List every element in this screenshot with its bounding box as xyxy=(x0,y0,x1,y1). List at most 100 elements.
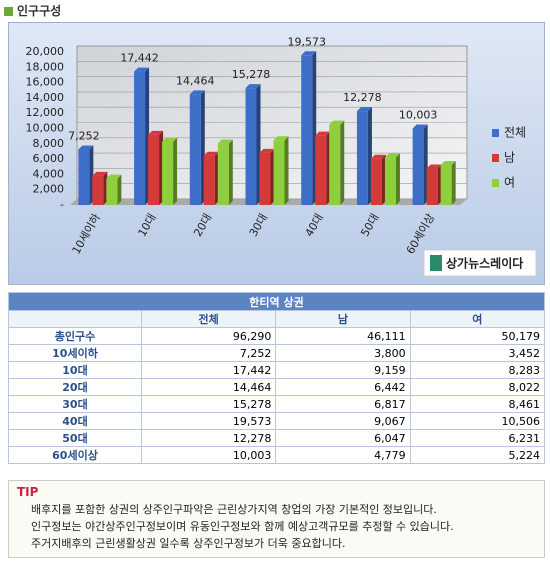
bar-face xyxy=(203,155,215,205)
bar-face xyxy=(329,124,341,205)
table-cell: 9,067 xyxy=(275,412,411,430)
table-cell: 6,231 xyxy=(409,429,546,447)
bar xyxy=(301,51,317,206)
value-label: 15,278 xyxy=(232,68,271,81)
logo-icon xyxy=(430,255,442,271)
bar-top xyxy=(78,145,94,150)
legend-swatch xyxy=(492,129,499,137)
y-tick-label: 6,000 xyxy=(33,152,65,165)
section-header: 인구구성 xyxy=(4,2,61,19)
table-cell: 19,573 xyxy=(140,412,277,430)
table-cell: 여 xyxy=(409,310,546,328)
table-cell: 15,278 xyxy=(140,395,277,413)
table-row: 30대 15,278 6,817 8,461 xyxy=(8,395,546,413)
table-row: 40대 19,573 9,067 10,506 xyxy=(8,412,546,430)
table: 한티역 상권 전체 남 여 총인구수 96,290 46,111 50,179 10세이하 7,2… xyxy=(8,292,546,464)
bar-face xyxy=(134,71,146,205)
table-cell: 20대 xyxy=(8,378,142,396)
table-cell: 17,442 xyxy=(140,361,277,379)
value-label: 10,003 xyxy=(399,108,438,121)
bar-top xyxy=(134,67,150,72)
bar-top xyxy=(426,164,442,169)
table-cell: 6,047 xyxy=(275,429,411,447)
bar-face xyxy=(426,168,438,205)
table-cell: 6,442 xyxy=(275,378,411,396)
tip-line: 주거지배후의 근린생활상권 일수록 상주인구정보가 더욱 중요합니다. xyxy=(31,537,346,550)
table-cell: 한티역 상권 xyxy=(8,292,545,311)
y-tick-label: - xyxy=(60,198,64,211)
y-tick-label: 20,000 xyxy=(26,45,65,58)
bar-face xyxy=(273,140,285,205)
value-label: 17,442 xyxy=(120,52,159,65)
table-cell: 10,506 xyxy=(409,412,546,430)
bar xyxy=(412,124,428,205)
bar xyxy=(162,137,178,205)
bar-side xyxy=(173,137,178,205)
table-cell: 3,800 xyxy=(275,344,411,362)
table-cell: 12,278 xyxy=(140,429,277,447)
bar xyxy=(106,174,122,205)
bar-face xyxy=(412,128,424,205)
table-cell: 4,779 xyxy=(275,446,411,464)
table-cell: 30대 xyxy=(8,395,142,413)
bar-face xyxy=(189,94,201,205)
y-tick-label: 16,000 xyxy=(26,76,65,89)
table-cell: 남 xyxy=(275,310,411,328)
bar-face xyxy=(217,143,229,205)
table-cell: 10대 xyxy=(8,361,142,379)
bar-side xyxy=(395,153,400,205)
table-cell: 10,003 xyxy=(140,446,277,464)
bar-top xyxy=(329,120,345,125)
table-cell: 40대 xyxy=(8,412,142,430)
bar xyxy=(259,148,275,205)
bar-top xyxy=(315,131,331,136)
legend-label: 여 xyxy=(504,176,515,190)
value-label: 12,278 xyxy=(343,91,382,104)
bar xyxy=(134,67,150,205)
bar-top xyxy=(412,124,428,129)
y-tick-label: 14,000 xyxy=(26,91,65,104)
table-cell: 총인구수 xyxy=(8,327,142,345)
bar-face xyxy=(301,55,313,206)
bar-top xyxy=(370,154,386,159)
bar xyxy=(426,164,442,205)
value-label: 19,573 xyxy=(287,35,326,48)
legend-swatch xyxy=(492,179,499,187)
y-tick-label: 4,000 xyxy=(33,167,65,180)
table-cell xyxy=(8,310,142,328)
bar-top xyxy=(106,174,122,179)
bar-face xyxy=(384,157,396,205)
tip-label: TIP xyxy=(17,485,39,499)
bar-top xyxy=(92,171,108,176)
legend-swatch xyxy=(492,154,499,162)
table-row: 20대 14,464 6,442 8,022 xyxy=(8,378,546,396)
bar-face xyxy=(259,152,271,205)
table-cell: 50,179 xyxy=(409,327,546,345)
bar-top xyxy=(259,148,275,153)
bar-face xyxy=(106,178,118,205)
bar-top xyxy=(189,90,205,95)
table-cell: 50대 xyxy=(8,429,142,447)
table-cell: 10세이하 xyxy=(8,344,142,362)
table-cell: 8,461 xyxy=(409,395,546,413)
bar-top xyxy=(384,153,400,158)
bar-face xyxy=(356,111,368,205)
bar xyxy=(273,136,289,205)
bar-top xyxy=(273,136,289,141)
bar xyxy=(245,84,261,205)
bar xyxy=(148,130,164,205)
tip-line: 배후지를 포함한 상권의 상주인구파악은 근린상가지역 창업의 가장 기본적인 … xyxy=(31,503,437,516)
bar-top xyxy=(217,139,233,144)
table-cell: 46,111 xyxy=(275,327,411,345)
table-cell: 9,159 xyxy=(275,361,411,379)
chart: 상가뉴스레이다 - 2,000 4,000 6,000 8,000 10,000 12,00… xyxy=(8,22,545,285)
bar xyxy=(356,107,372,205)
bar-top xyxy=(203,151,219,156)
bar-face xyxy=(148,134,160,205)
y-tick-label: 10,000 xyxy=(26,122,65,135)
tip-box: TIP 배후지를 포함한 상권의 상주인구파악은 근린상가지역 창업의 가장 기본… xyxy=(8,480,545,558)
bar-top xyxy=(356,107,372,112)
bar-top xyxy=(162,137,178,142)
bar-top xyxy=(245,84,261,89)
table-cell: 14,464 xyxy=(140,378,277,396)
